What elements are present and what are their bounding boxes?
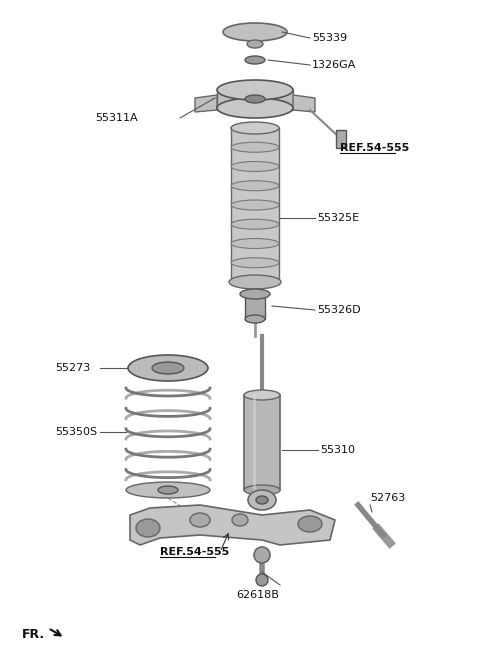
Text: 55311A: 55311A: [95, 113, 138, 123]
Bar: [217, 90, 293, 110]
Polygon shape: [293, 95, 315, 112]
Polygon shape: [195, 95, 217, 112]
Circle shape: [256, 574, 268, 586]
Circle shape: [254, 547, 270, 563]
Bar: [251, 32, 259, 44]
Ellipse shape: [231, 200, 279, 210]
Ellipse shape: [231, 239, 279, 249]
Text: 52763: 52763: [370, 493, 405, 503]
Ellipse shape: [245, 315, 265, 323]
Ellipse shape: [231, 277, 279, 287]
Ellipse shape: [244, 390, 280, 400]
Polygon shape: [130, 505, 335, 545]
Ellipse shape: [158, 486, 178, 494]
Bar: [231, 128, 279, 282]
Ellipse shape: [247, 40, 263, 48]
Text: 55325E: 55325E: [317, 213, 359, 223]
Ellipse shape: [126, 482, 210, 498]
Text: 55273: 55273: [55, 363, 90, 373]
Ellipse shape: [248, 490, 276, 510]
Ellipse shape: [231, 258, 279, 268]
Ellipse shape: [231, 123, 279, 133]
Text: 55326D: 55326D: [317, 305, 360, 315]
Ellipse shape: [232, 514, 248, 526]
Ellipse shape: [298, 516, 322, 532]
Ellipse shape: [217, 80, 293, 100]
Bar: [245, 294, 265, 319]
Ellipse shape: [256, 496, 268, 504]
Ellipse shape: [136, 519, 160, 537]
Ellipse shape: [245, 56, 265, 64]
Text: 55339: 55339: [312, 33, 347, 43]
Text: 1326GA: 1326GA: [312, 60, 356, 70]
Ellipse shape: [231, 122, 279, 134]
Text: 55310: 55310: [320, 445, 355, 455]
Bar: [244, 395, 280, 490]
Ellipse shape: [231, 219, 279, 229]
Ellipse shape: [229, 275, 281, 289]
Ellipse shape: [231, 161, 279, 171]
Text: REF.54-555: REF.54-555: [160, 547, 229, 557]
Ellipse shape: [231, 142, 279, 152]
Bar: [336, 130, 346, 148]
Ellipse shape: [223, 23, 287, 41]
Text: REF.54-555: REF.54-555: [340, 143, 409, 153]
Ellipse shape: [240, 289, 270, 299]
Text: 55350S: 55350S: [55, 427, 97, 437]
Text: 62618B: 62618B: [237, 590, 279, 600]
Ellipse shape: [128, 355, 208, 381]
Ellipse shape: [190, 513, 210, 527]
Ellipse shape: [152, 362, 184, 374]
Ellipse shape: [244, 485, 280, 495]
Text: FR.: FR.: [22, 628, 45, 642]
Ellipse shape: [245, 95, 265, 103]
Ellipse shape: [231, 181, 279, 191]
Ellipse shape: [217, 98, 293, 118]
